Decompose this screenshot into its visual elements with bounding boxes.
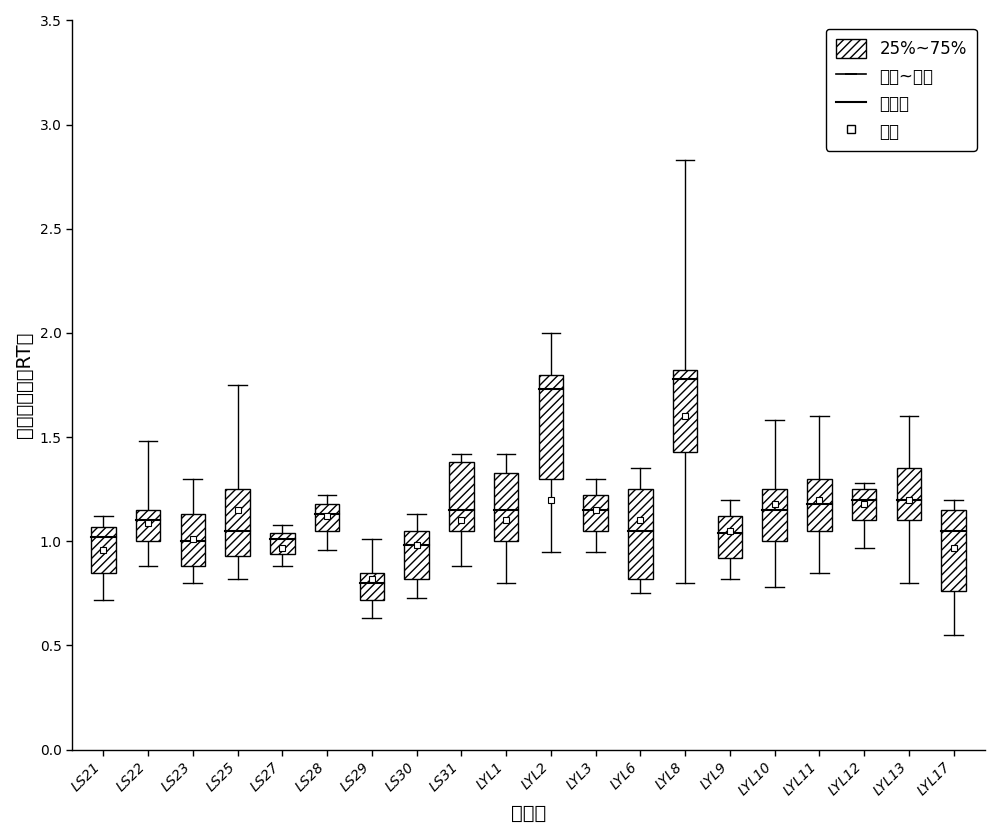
FancyBboxPatch shape	[449, 462, 474, 530]
FancyBboxPatch shape	[852, 489, 876, 520]
FancyBboxPatch shape	[807, 478, 832, 530]
FancyBboxPatch shape	[941, 510, 966, 592]
Y-axis label: 抵抗力指数（RT）: 抵抗力指数（RT）	[15, 332, 34, 438]
X-axis label: 基因型: 基因型	[511, 804, 546, 823]
FancyBboxPatch shape	[762, 489, 787, 541]
Legend: 25%~75%, 最小~最大, 中位线, 均値: 25%~75%, 最小~最大, 中位线, 均値	[826, 28, 977, 151]
FancyBboxPatch shape	[404, 530, 429, 579]
FancyBboxPatch shape	[494, 473, 518, 541]
FancyBboxPatch shape	[539, 375, 563, 478]
FancyBboxPatch shape	[225, 489, 250, 556]
FancyBboxPatch shape	[897, 468, 921, 520]
FancyBboxPatch shape	[718, 516, 742, 558]
FancyBboxPatch shape	[315, 504, 339, 530]
FancyBboxPatch shape	[181, 515, 205, 566]
FancyBboxPatch shape	[360, 572, 384, 600]
FancyBboxPatch shape	[270, 533, 295, 554]
FancyBboxPatch shape	[136, 510, 160, 541]
FancyBboxPatch shape	[673, 370, 697, 452]
FancyBboxPatch shape	[583, 495, 608, 530]
FancyBboxPatch shape	[628, 489, 653, 579]
FancyBboxPatch shape	[91, 527, 116, 572]
